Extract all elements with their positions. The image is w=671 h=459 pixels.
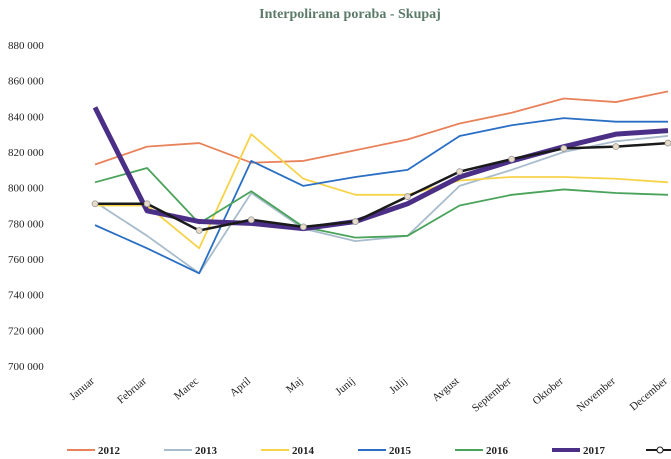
y-tick-label: 860 000	[8, 76, 44, 88]
x-tick-label: Junij	[333, 375, 357, 398]
point-marker	[195, 227, 203, 234]
x-tick-label: April	[228, 375, 254, 399]
y-tick-label: 880 000	[8, 40, 44, 52]
x-tick-label: Januar	[67, 375, 97, 403]
x-tick-label: September	[470, 375, 514, 415]
chart-title: Interpolirana poraba - Skupaj	[259, 7, 441, 22]
y-tick-label: 820 000	[8, 147, 44, 159]
series-line	[94, 90, 669, 166]
y-tick-label: 800 000	[8, 183, 44, 195]
legend-label: 2012	[98, 445, 121, 457]
y-tick-label: 720 000	[8, 325, 44, 337]
point-marker	[247, 216, 255, 224]
legend-label: 2013	[195, 445, 218, 457]
legend-marker	[656, 446, 664, 454]
point-marker	[560, 145, 568, 152]
x-tick-label: Avgust	[430, 375, 461, 404]
point-marker	[664, 139, 671, 147]
x-tick-label: Maj	[284, 375, 305, 396]
y-tick-label: 760 000	[8, 254, 44, 266]
series-line	[92, 106, 669, 232]
x-tick-label: November	[575, 375, 619, 414]
point-marker	[404, 193, 411, 200]
legend-label: 2015	[389, 445, 412, 457]
point-marker	[91, 200, 99, 208]
series-line	[95, 133, 669, 250]
point-marker	[143, 200, 151, 208]
legend-label: 2017	[583, 445, 606, 457]
series-line	[95, 141, 669, 232]
point-marker	[456, 168, 464, 176]
x-tick-label: Julij	[387, 375, 409, 396]
y-tick-label: 840 000	[8, 111, 44, 123]
point-marker	[508, 155, 516, 163]
series-line	[94, 167, 669, 239]
x-tick-label: Februar	[115, 375, 149, 406]
y-tick-label: 780 000	[8, 218, 44, 230]
x-tick-label: Marec	[172, 375, 201, 402]
x-tick-label: December	[628, 375, 671, 413]
point-marker	[352, 218, 359, 225]
legend-label: 2014	[292, 445, 315, 457]
legend-label: 2016	[486, 445, 509, 457]
point-marker	[612, 143, 620, 151]
series-line	[94, 135, 669, 275]
series-line	[94, 117, 668, 275]
x-tick-label: Oktober	[530, 375, 566, 408]
point-marker	[299, 223, 307, 231]
y-tick-label: 700 000	[8, 361, 44, 373]
y-tick-label: 740 000	[8, 290, 44, 302]
